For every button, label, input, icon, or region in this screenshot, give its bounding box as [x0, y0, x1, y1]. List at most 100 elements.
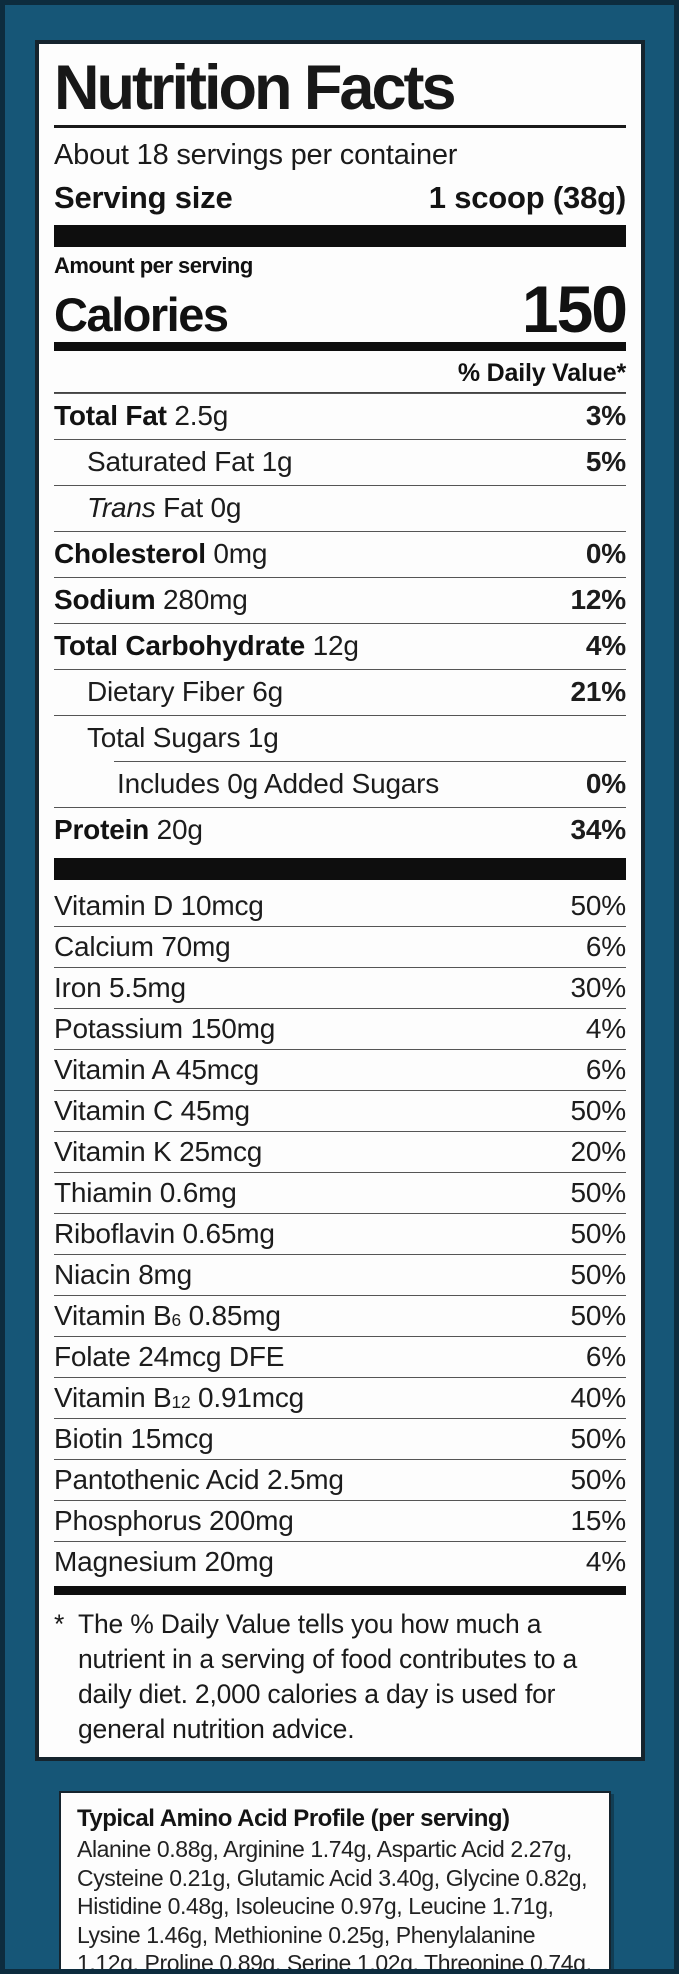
serving-size-row: Serving size 1 scoop (38g) [54, 176, 626, 220]
vitamin-row: Vitamin A 45mcg 6% [54, 1049, 626, 1090]
vitamin-row: Vitamin K 25mcg 20% [54, 1131, 626, 1172]
nutrient-name: Trans Fat 0g [87, 492, 242, 524]
nutrient-rows: Total Fat 2.5g 3% Saturated Fat 1g 5% Trans … [54, 393, 626, 853]
nutrient-row: Cholesterol 0mg 0% [54, 531, 626, 577]
vitamin-name: Potassium 150mg [54, 1012, 276, 1044]
daily-value-percent: 21% [570, 676, 627, 708]
daily-value-percent: 50% [570, 889, 627, 921]
nutrition-facts-panel: Nutrition Facts About 18 servings per co… [35, 40, 645, 1762]
vitamin-row: Magnesium 20mg 4% [54, 1541, 626, 1582]
vitamin-name: Vitamin D 10mcg [54, 889, 264, 921]
nutrient-row: Total Sugars 1g [54, 715, 626, 761]
nutrient-name: Total Carbohydrate 12g [54, 630, 359, 662]
daily-value-percent: 40% [570, 1381, 627, 1413]
daily-value-percent: 50% [570, 1258, 627, 1290]
nutrient-name: Sodium 280mg [54, 584, 248, 616]
vitamin-name: Vitamin B6 0.85mg [54, 1299, 281, 1331]
daily-value-percent: 5% [585, 446, 626, 478]
nutrient-row: Protein 20g 34% [54, 807, 626, 853]
vitamin-row: Vitamin B12 0.91mcg 40% [54, 1377, 626, 1418]
vitamin-rows: Vitamin D 10mcg 50% Calcium 70mg 6% Iron 5.5… [54, 885, 626, 1582]
serving-size-value: 1 scoop (38g) [428, 180, 626, 216]
nutrient-row: Trans Fat 0g [54, 485, 626, 531]
daily-value-footnote: * The % Daily Value tells you how much a… [54, 1599, 626, 1747]
daily-value-percent: 4% [585, 630, 626, 662]
daily-value-percent: 50% [570, 1422, 627, 1454]
nutrient-row: Saturated Fat 1g 5% [54, 439, 626, 485]
vitamin-row: Vitamin B6 0.85mg 50% [54, 1295, 626, 1336]
panel-title: Nutrition Facts [54, 53, 457, 123]
daily-value-percent: 50% [570, 1217, 627, 1249]
daily-value-percent: 6% [585, 1053, 626, 1085]
daily-value-percent: 20% [570, 1135, 627, 1167]
section-bar-medium-bottom [54, 1586, 626, 1596]
vitamin-name: Biotin 15mcg [54, 1422, 214, 1454]
vitamin-row: Vitamin C 45mg 50% [54, 1090, 626, 1131]
nutrient-name: Cholesterol 0mg [54, 538, 268, 570]
daily-value-percent: 3% [585, 400, 626, 432]
footnote-asterisk: * [54, 1609, 65, 1640]
section-bar-thick-protein [54, 858, 626, 881]
nutrient-name: Saturated Fat 1g [87, 446, 293, 478]
vitamin-name: Folate 24mcg DFE [54, 1340, 285, 1372]
amino-acid-profile-box: Typical Amino Acid Profile (per serving)… [59, 1791, 611, 1974]
nutrient-name: Protein 20g [54, 814, 203, 846]
vitamin-row: Biotin 15mcg 50% [54, 1418, 626, 1459]
vitamin-row: Phosphorus 200mg 15% [54, 1500, 626, 1541]
servings-per-container: About 18 servings per container [54, 139, 458, 172]
footnote-text: The % Daily Value tells you how much a n… [78, 1609, 578, 1745]
nutrient-name: Total Sugars 1g [87, 722, 279, 754]
daily-value-percent: 6% [585, 1340, 626, 1372]
daily-value-percent: 12% [570, 584, 627, 616]
daily-value-percent: 30% [570, 971, 627, 1003]
daily-value-percent: 6% [585, 930, 626, 962]
daily-value-percent: 50% [570, 1176, 627, 1208]
title-divider [54, 125, 626, 129]
vitamin-name: Phosphorus 200mg [54, 1504, 294, 1536]
calories-row: Calories 150 [54, 271, 628, 346]
daily-value-percent: 4% [585, 1012, 626, 1044]
daily-value-percent: 0% [585, 768, 626, 800]
vitamin-name: Vitamin K 25mcg [54, 1135, 263, 1167]
amino-profile-text: Alanine 0.88g, Arginine 1.74g, Aspartic … [77, 1836, 592, 1974]
nutrient-name: Dietary Fiber 6g [87, 676, 283, 708]
vitamin-row: Folate 24mcg DFE 6% [54, 1336, 626, 1377]
amount-per-serving-label: Amount per serving [54, 253, 253, 279]
vitamin-name: Magnesium 20mg [54, 1545, 274, 1577]
nutrient-row: Sodium 280mg 12% [54, 577, 626, 623]
serving-size-label: Serving size [54, 180, 233, 216]
vitamin-name: Vitamin B12 0.91mcg [54, 1381, 305, 1413]
nutrient-name: Includes 0g Added Sugars [117, 768, 440, 800]
daily-value-percent: 50% [570, 1463, 627, 1495]
vitamin-name: Thiamin 0.6mg [54, 1176, 237, 1208]
vitamin-row: Vitamin D 10mcg 50% [54, 885, 626, 926]
amino-profile-title: Typical Amino Acid Profile (per serving) [77, 1805, 510, 1833]
vitamin-row: Riboflavin 0.65mg 50% [54, 1213, 626, 1254]
vitamin-row: Niacin 8mg 50% [54, 1254, 626, 1295]
calories-label: Calories [54, 288, 229, 342]
daily-value-percent: 50% [570, 1094, 627, 1126]
nutrient-row: Dietary Fiber 6g 21% [54, 669, 626, 715]
vitamin-name: Vitamin C 45mg [54, 1094, 250, 1126]
vitamin-name: Pantothenic Acid 2.5mg [54, 1463, 344, 1495]
daily-value-header: % Daily Value* [54, 355, 626, 394]
section-bar-thick-top [54, 225, 626, 248]
nutrient-name: Total Fat 2.5g [54, 400, 229, 432]
vitamin-name: Calcium 70mg [54, 930, 231, 962]
nutrient-row: Includes 0g Added Sugars 0% [54, 761, 626, 807]
daily-value-percent: 15% [570, 1504, 627, 1536]
vitamin-row: Potassium 150mg 4% [54, 1008, 626, 1049]
vitamin-row: Pantothenic Acid 2.5mg 50% [54, 1459, 626, 1500]
vitamin-name: Vitamin A 45mcg [54, 1053, 260, 1085]
vitamin-row: Thiamin 0.6mg 50% [54, 1172, 626, 1213]
daily-value-percent: 50% [570, 1299, 627, 1331]
calories-value: 150 [521, 271, 628, 346]
nutrient-row: Total Carbohydrate 12g 4% [54, 623, 626, 669]
section-bar-medium-calories [54, 342, 626, 352]
vitamin-row: Iron 5.5mg 30% [54, 967, 626, 1008]
vitamin-row: Calcium 70mg 6% [54, 926, 626, 967]
daily-value-percent: 34% [570, 814, 627, 846]
daily-value-percent: 4% [585, 1545, 626, 1577]
vitamin-name: Riboflavin 0.65mg [54, 1217, 275, 1249]
